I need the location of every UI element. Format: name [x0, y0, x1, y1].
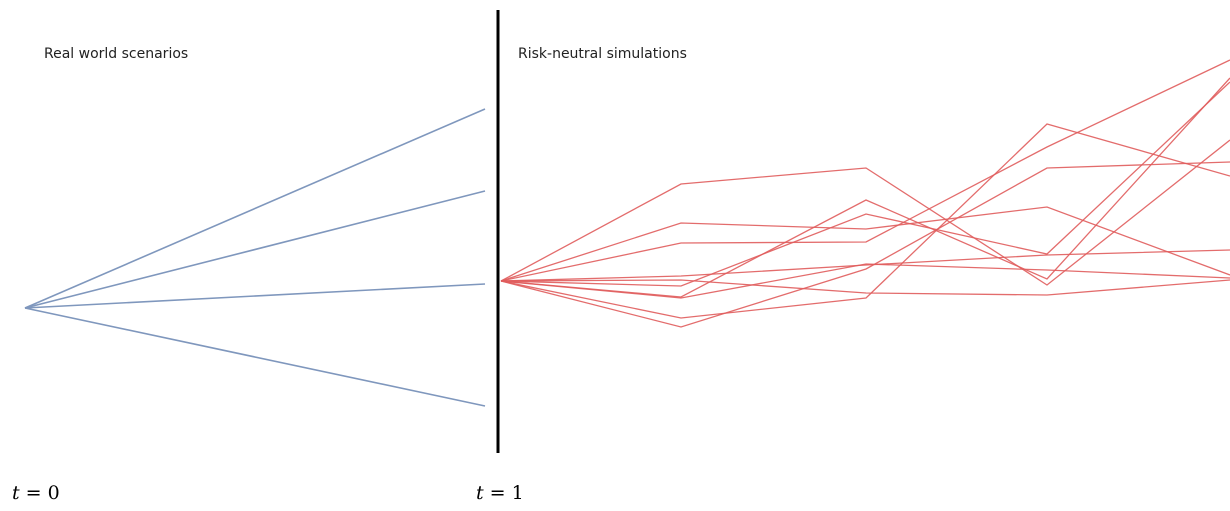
time-one-label: t = 1 [476, 482, 524, 504]
risk-neutral-paths [500, 59, 1230, 328]
real-world-scenarios-label: Real world scenarios [44, 46, 189, 62]
risk-neutral-path [500, 123, 1230, 319]
time-one-value: = 1 [483, 482, 524, 504]
time-zero-label: t = 0 [12, 482, 60, 504]
real-world-path [24, 283, 486, 309]
risk-neutral-path [500, 77, 1230, 298]
risk-neutral-simulations-label: Risk-neutral simulations [518, 46, 687, 62]
real-world-path [24, 108, 486, 309]
risk-neutral-path [500, 206, 1230, 282]
risk-neutral-path [500, 59, 1230, 282]
risk-neutral-path [500, 81, 1230, 287]
time-zero-value: = 0 [19, 482, 60, 504]
real-world-path [24, 190, 486, 309]
risk-neutral-path [500, 139, 1230, 286]
time-variable: t [476, 482, 484, 504]
risk-neutral-path [500, 263, 1230, 299]
real-world-paths [24, 108, 486, 407]
risk-neutral-path [500, 161, 1230, 328]
risk-neutral-path [500, 249, 1230, 282]
real-world-path [24, 307, 486, 407]
time-variable: t [12, 482, 20, 504]
risk-neutral-path [500, 279, 1230, 296]
